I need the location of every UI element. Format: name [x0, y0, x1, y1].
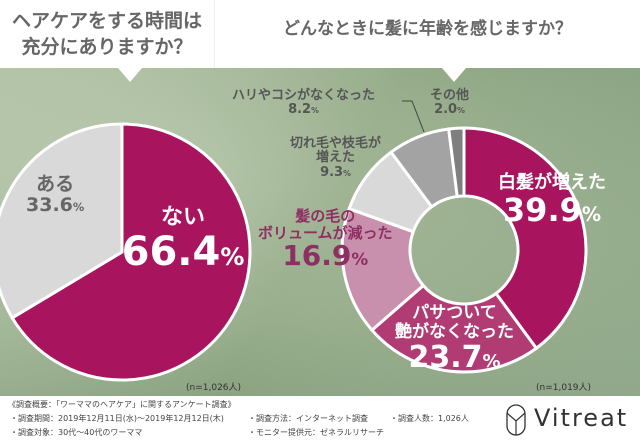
right-n-note: (n=1,019人) [536, 383, 592, 393]
label-nai: ない 66.4% [121, 205, 245, 276]
label-other: その他 2.0% [430, 88, 470, 118]
survey-period: ・調査期間：2019年12月11日(水)～2019年12月12日(木) [10, 414, 224, 423]
brand-name: Vitreat [534, 404, 629, 432]
left-pie-slice-0 [10, 122, 252, 382]
left-pie-slice-1 [0, 122, 124, 320]
right-donut-slice-1 [369, 283, 539, 374]
leader-line [402, 100, 425, 133]
left-n-note: (n=1,026人) [186, 383, 242, 393]
label-pasa: パサついて 艶がなくなった 23.7% [395, 303, 514, 376]
survey-method: ・調査方法：インターネット調査 [248, 414, 368, 423]
survey-summary: 《調査概要：「ワーママのヘアケア」に関するアンケート調査》 [8, 400, 236, 409]
survey-count: ・調査人数：1,026人 [390, 414, 469, 423]
right-donut-slice-5 [447, 126, 466, 199]
survey-target: ・調査対象：30代～40代のワーママ [10, 428, 143, 437]
right-bubble-tail [442, 68, 466, 82]
survey-provider: ・モニター提供元：ゼネラルリサーチ [248, 428, 384, 437]
label-hari: ハリやコシがなくなった 8.2% [232, 88, 376, 118]
right-question: どんなときに髪に年齢を感じますか？ [214, 0, 640, 68]
left-question-line2: 充分にありますか？ [21, 36, 193, 58]
label-volume: 髪の毛の ボリュームが減った 16.9% [258, 207, 393, 272]
left-question: ヘアケアをする時間は 充分にありますか？ [0, 0, 214, 68]
right-donut-slice-2 [340, 206, 426, 333]
label-aru: ある 33.6% [26, 173, 85, 216]
label-shiraga: 白髪が増えた 39.9% [498, 172, 606, 229]
label-kire: 切れ毛や枝毛が 増えた 9.3% [290, 136, 382, 180]
left-bubble-tail [118, 68, 142, 82]
vitreat-logo-icon [506, 404, 526, 436]
survey-footer: 《調査概要：「ワーママのヘアケア」に関するアンケート調査》 ・調査期間：2019… [0, 396, 640, 443]
right-donut-slice-0 [462, 126, 588, 351]
left-question-line1: ヘアケアをする時間は [11, 10, 202, 32]
